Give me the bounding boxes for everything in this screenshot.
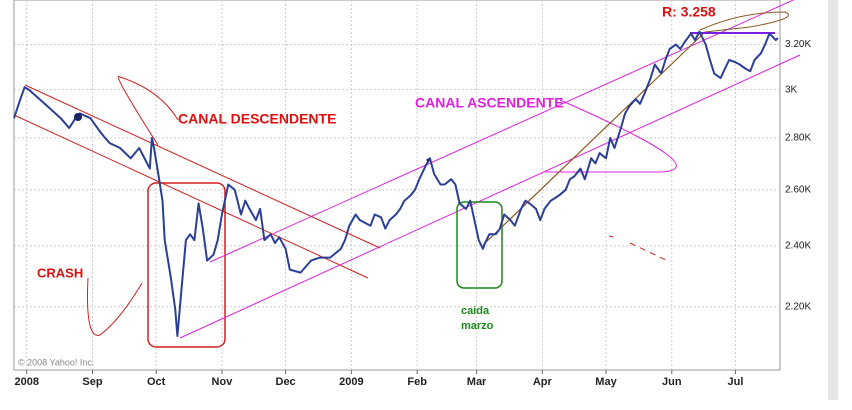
march-box [456, 201, 503, 289]
y-tick-label: 2.60K [785, 184, 811, 195]
x-tick-label: Mar [467, 376, 487, 388]
credit: © 2008 Yahoo! Inc. [18, 357, 94, 367]
x-tick-label: Apr [533, 376, 553, 388]
annotation: CANAL DESCENDENTE [178, 111, 336, 127]
annotation: marzo [461, 320, 494, 332]
x-tick-label: Jul [727, 376, 743, 388]
price-line [13, 30, 779, 337]
x-tick-label: Sep [82, 376, 102, 388]
swoosh [545, 99, 677, 173]
channel-line [209, 0, 795, 263]
y-tick-label: 3.20K [785, 39, 811, 50]
channel-line [179, 54, 801, 339]
y-tick-label: 3K [785, 84, 798, 95]
x-tick-label: May [595, 376, 617, 388]
swoosh [87, 277, 143, 336]
annotation: CANAL ASCENDENTE [415, 95, 564, 111]
x-tick-label: Jun [662, 376, 682, 388]
crash-box [147, 182, 226, 348]
y-tick-label: 2.20K [785, 301, 811, 312]
side-bar [828, 0, 838, 400]
swoosh [117, 75, 179, 146]
dash [608, 235, 614, 238]
x-tick-label: 2009 [339, 376, 363, 388]
swoosh [699, 11, 789, 33]
y-tick-label: 2.80K [785, 133, 811, 144]
plot-area [13, 0, 781, 371]
annotation: R: 3.258 [662, 4, 716, 20]
y-tick-label: 2.40K [785, 241, 811, 252]
x-tick-label: Nov [212, 376, 234, 388]
annotation: CRASH [37, 265, 83, 280]
x-tick-label: 2008 [14, 376, 38, 388]
x-tick-label: Oct [147, 376, 166, 388]
x-tick-label: Feb [407, 376, 427, 388]
dash [629, 242, 671, 263]
channel-line [13, 114, 369, 279]
channel-line [24, 84, 381, 249]
annotation: caida [461, 305, 490, 317]
marker [74, 113, 82, 121]
x-tick-label: Dec [276, 376, 296, 388]
marker [426, 158, 430, 162]
